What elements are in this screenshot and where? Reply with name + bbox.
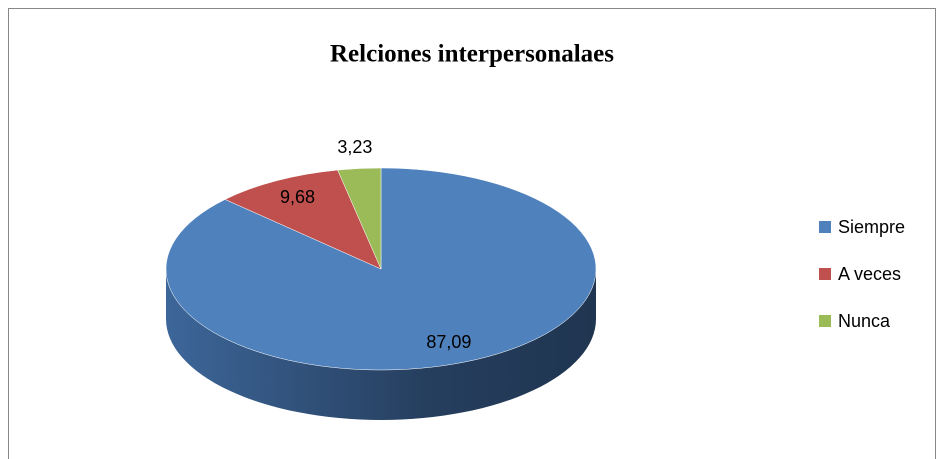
chart-border (8, 8, 936, 459)
pie-slice (224, 169, 382, 270)
legend-label: Siempre (838, 217, 905, 237)
legend-label: Nunca (838, 311, 891, 331)
legend-swatch (819, 268, 831, 280)
legend-swatch (819, 221, 831, 233)
chart-title: Relciones interpersonalaes (330, 41, 614, 68)
legend-label: A veces (838, 264, 901, 284)
pie-side (166, 269, 596, 420)
data-label: 87,09 (426, 332, 471, 352)
legend-swatch (819, 315, 831, 327)
data-label: 3,23 (337, 137, 372, 157)
data-label: 9,68 (280, 187, 315, 207)
pie-slice (337, 167, 382, 270)
